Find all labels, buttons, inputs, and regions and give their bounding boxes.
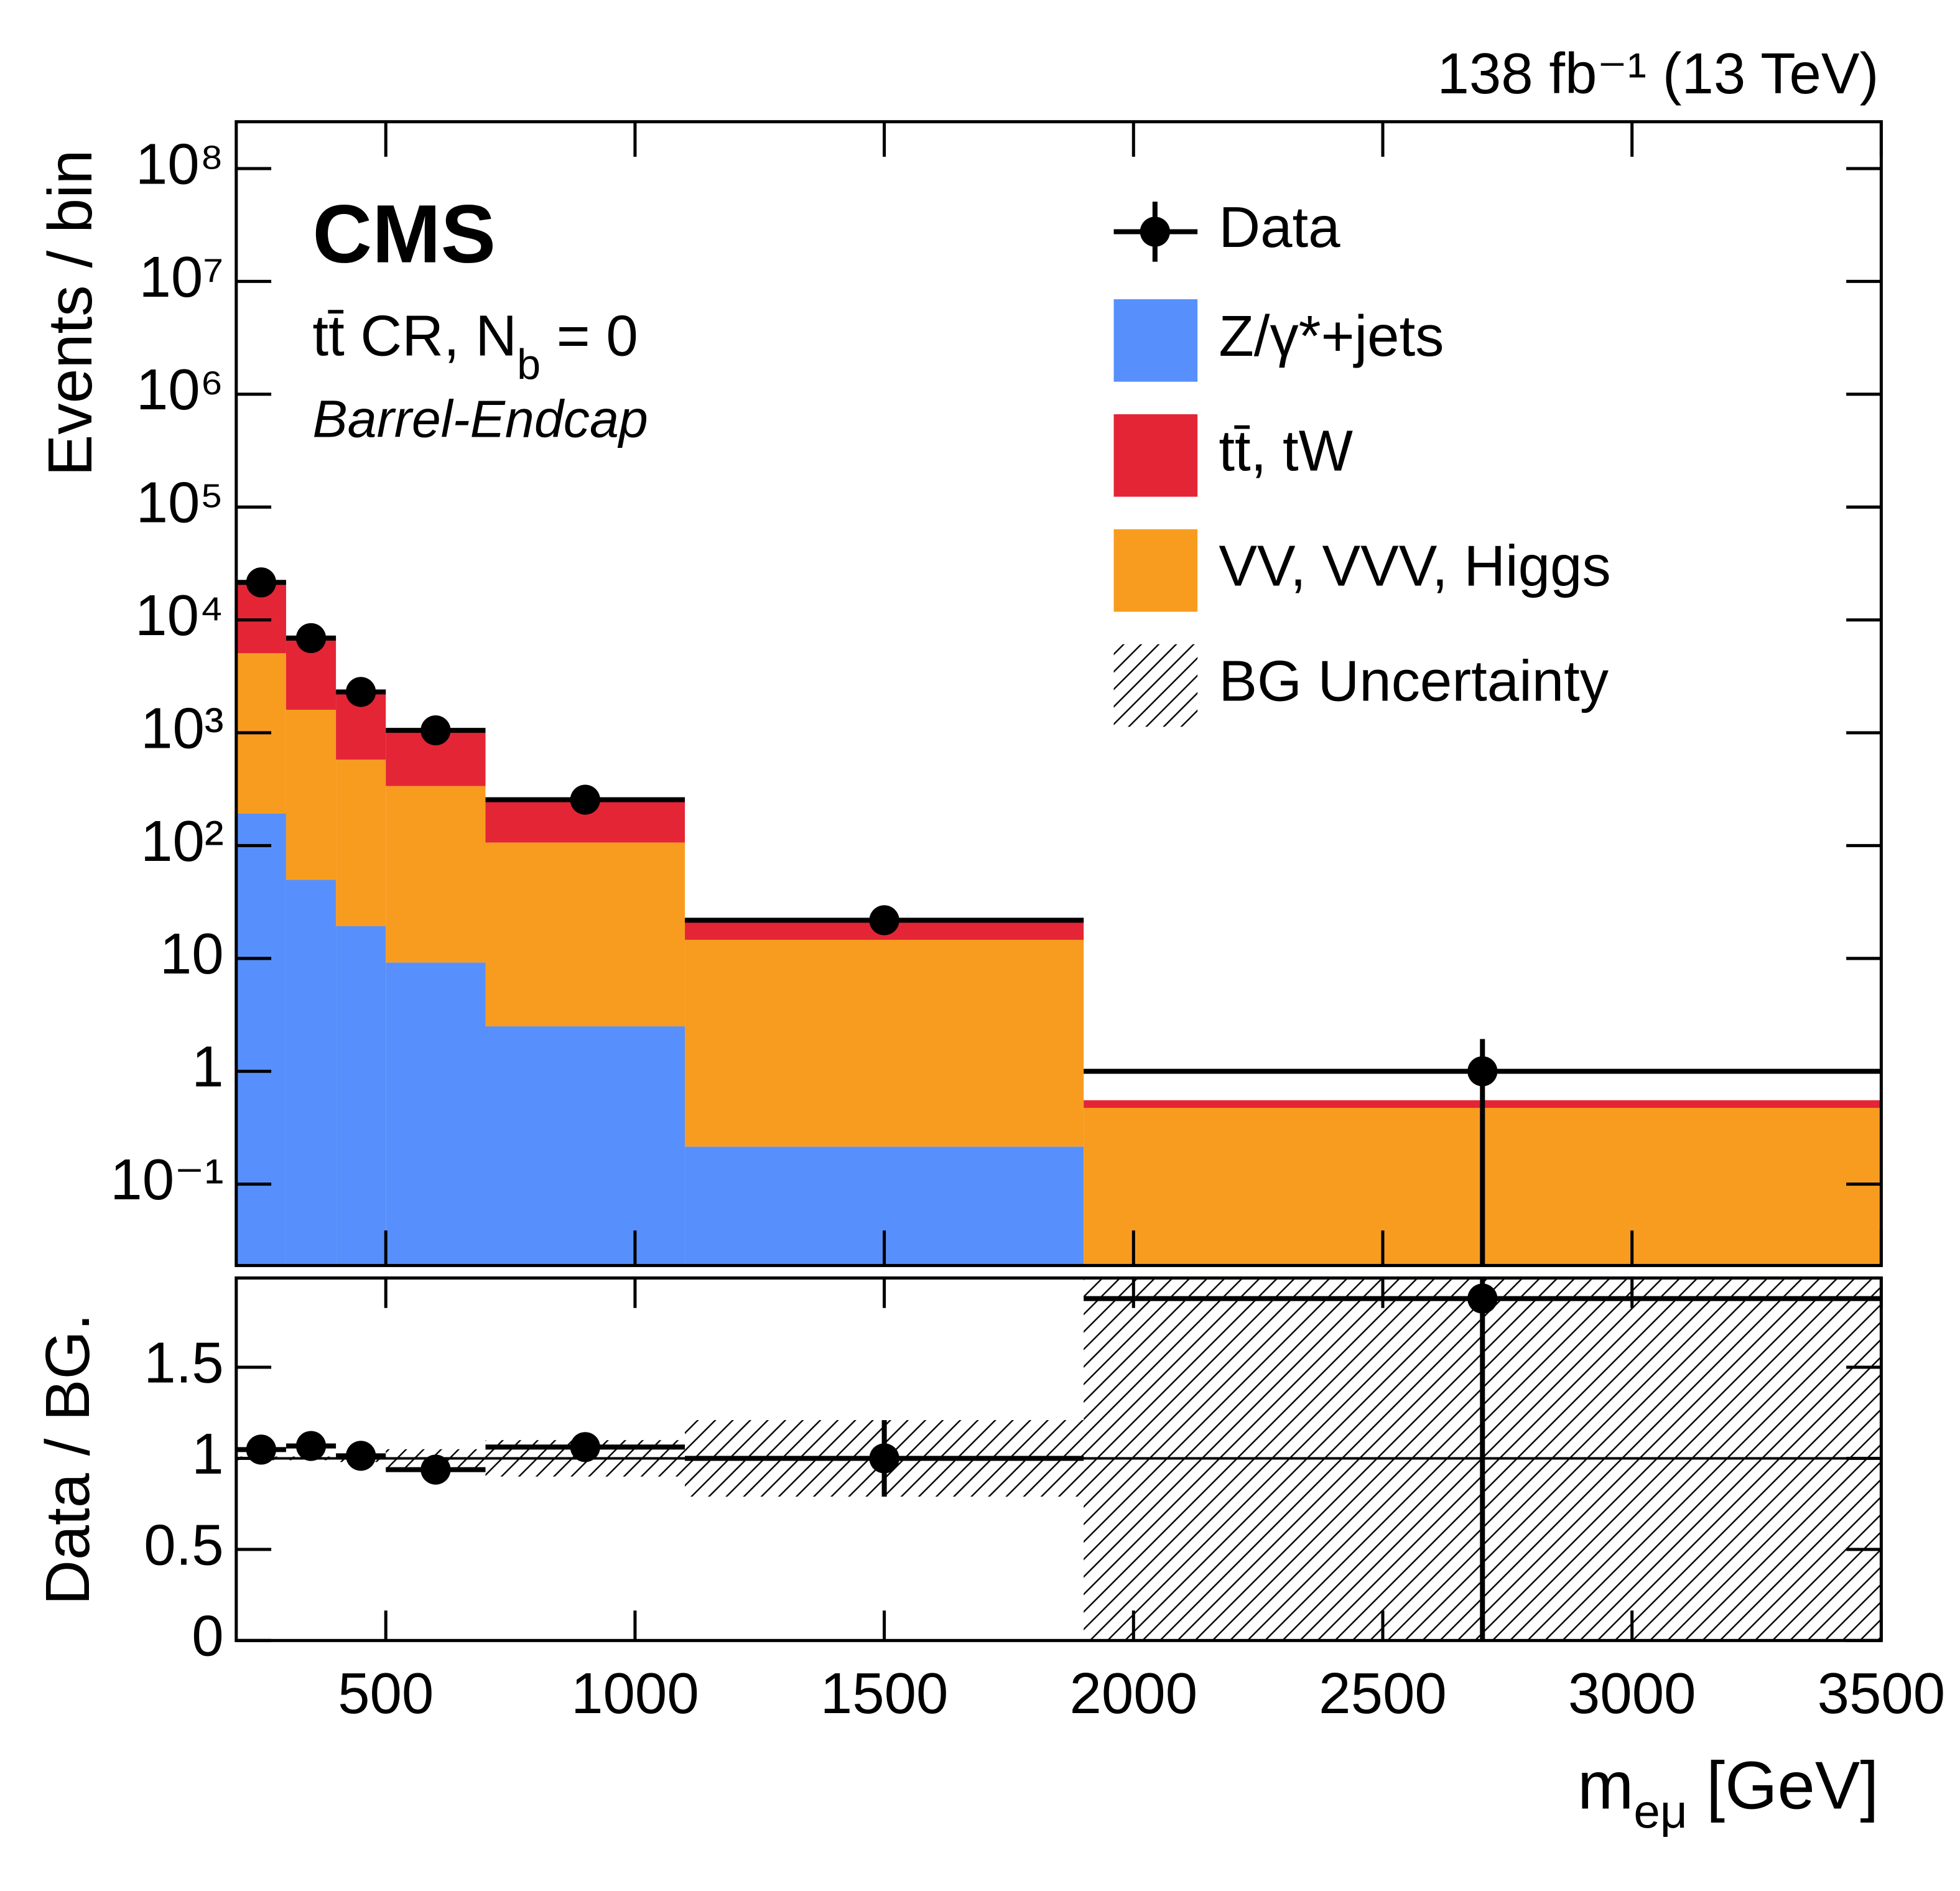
x-tick-label: 1000 (571, 1661, 699, 1726)
legend-label: BG Uncertainty (1219, 648, 1609, 713)
data-point (246, 567, 276, 598)
ratio-point (570, 1432, 600, 1462)
legend-data-marker (1140, 216, 1170, 247)
y-tick-label: 10³ (141, 695, 224, 760)
y-tick-label: 10 (160, 921, 224, 986)
stack-bar (286, 880, 337, 1266)
x-tick-label: 2500 (1319, 1661, 1447, 1726)
experiment-label: CMS (312, 188, 496, 281)
y-tick-label: 1 (192, 1034, 223, 1099)
data-point (346, 677, 376, 707)
stack-bar (386, 962, 486, 1266)
y-axis-label: Events / bin (35, 150, 105, 476)
ratio-point (246, 1434, 276, 1465)
region-label: tt̄ CR, Nb = 0 (312, 304, 638, 389)
ratio-point (346, 1441, 376, 1471)
legend: Data Z/γ*+jets tt̄, tW VV, VVV, Higgs BG Unc… (1113, 195, 1611, 727)
x-axis-label: meμ [GeV] (1577, 1747, 1879, 1839)
y-tick-label: 10⁸ (136, 131, 224, 196)
legend-label: VV, VVV, Higgs (1219, 534, 1610, 598)
x-tick-label: 3500 (1818, 1661, 1946, 1726)
ratio-y-axis-label: Data / BG. (33, 1313, 103, 1605)
legend-swatch (1113, 414, 1198, 497)
stack-bar (286, 709, 337, 880)
y-tick-label: 10⁷ (139, 244, 223, 309)
x-tick-label: 3000 (1568, 1661, 1696, 1726)
stack-bar (485, 1026, 685, 1266)
x-label-part: m (1577, 1747, 1633, 1823)
main-frame (235, 120, 1883, 1267)
y-tick-label: 10² (141, 809, 224, 873)
legend-label: tt̄, tW (1219, 419, 1353, 483)
stack-bar (685, 939, 1084, 1147)
y-tick-label: 10⁵ (136, 470, 224, 535)
data-point (869, 905, 899, 936)
stack-bar (336, 926, 386, 1266)
axes: 10⁻¹ 1 10 10² 10³ 10⁴ 10⁵ 10⁶ 10⁷ 10⁸ 0 0.5 1 1.5 500 1… (110, 120, 1946, 1726)
legend-label: Data (1219, 195, 1340, 259)
region-label-part: tt̄ CR, N (312, 304, 517, 368)
x-tick-label: 500 (338, 1661, 434, 1726)
x-tick-label: 1500 (820, 1661, 949, 1726)
x-label-sub: eμ (1633, 1786, 1687, 1839)
data-point (420, 715, 451, 746)
y-tick-label: 10⁶ (136, 357, 224, 422)
y-tick-label: 0.5 (144, 1512, 224, 1577)
data-point (1467, 1056, 1498, 1087)
stack-bar (386, 786, 486, 963)
x-label-part: [GeV] (1688, 1747, 1879, 1823)
y-tick-label: 10⁴ (135, 583, 224, 648)
legend-swatch (1113, 529, 1198, 612)
y-tick-label: 0 (192, 1604, 223, 1668)
y-tick-label: 10⁻¹ (110, 1147, 223, 1212)
main-plot-area (236, 567, 1882, 1266)
ratio-point (1467, 1283, 1498, 1314)
y-tick-label: 1 (192, 1421, 223, 1486)
stack-bar (485, 842, 685, 1027)
ratio-point (420, 1454, 451, 1485)
data-point (570, 784, 600, 815)
subregion-label: Barrel-Endcap (312, 389, 648, 448)
y-tick-label: 1.5 (144, 1330, 224, 1395)
x-tick-label: 2000 (1069, 1661, 1197, 1726)
region-label-sub: b (517, 341, 541, 389)
stack-bar (236, 814, 286, 1266)
ratio-point (295, 1431, 327, 1461)
ratio-plot-area (236, 1278, 1882, 1641)
region-label-part: = 0 (541, 304, 638, 368)
data-point (295, 623, 327, 653)
legend-swatch (1113, 644, 1198, 727)
legend-swatch (1113, 299, 1198, 382)
stack-bar (336, 760, 386, 927)
legend-label: Z/γ*+jets (1219, 304, 1444, 368)
ratio-point (869, 1443, 899, 1474)
title: 138 fb⁻¹ (13 TeV) (1437, 41, 1879, 106)
